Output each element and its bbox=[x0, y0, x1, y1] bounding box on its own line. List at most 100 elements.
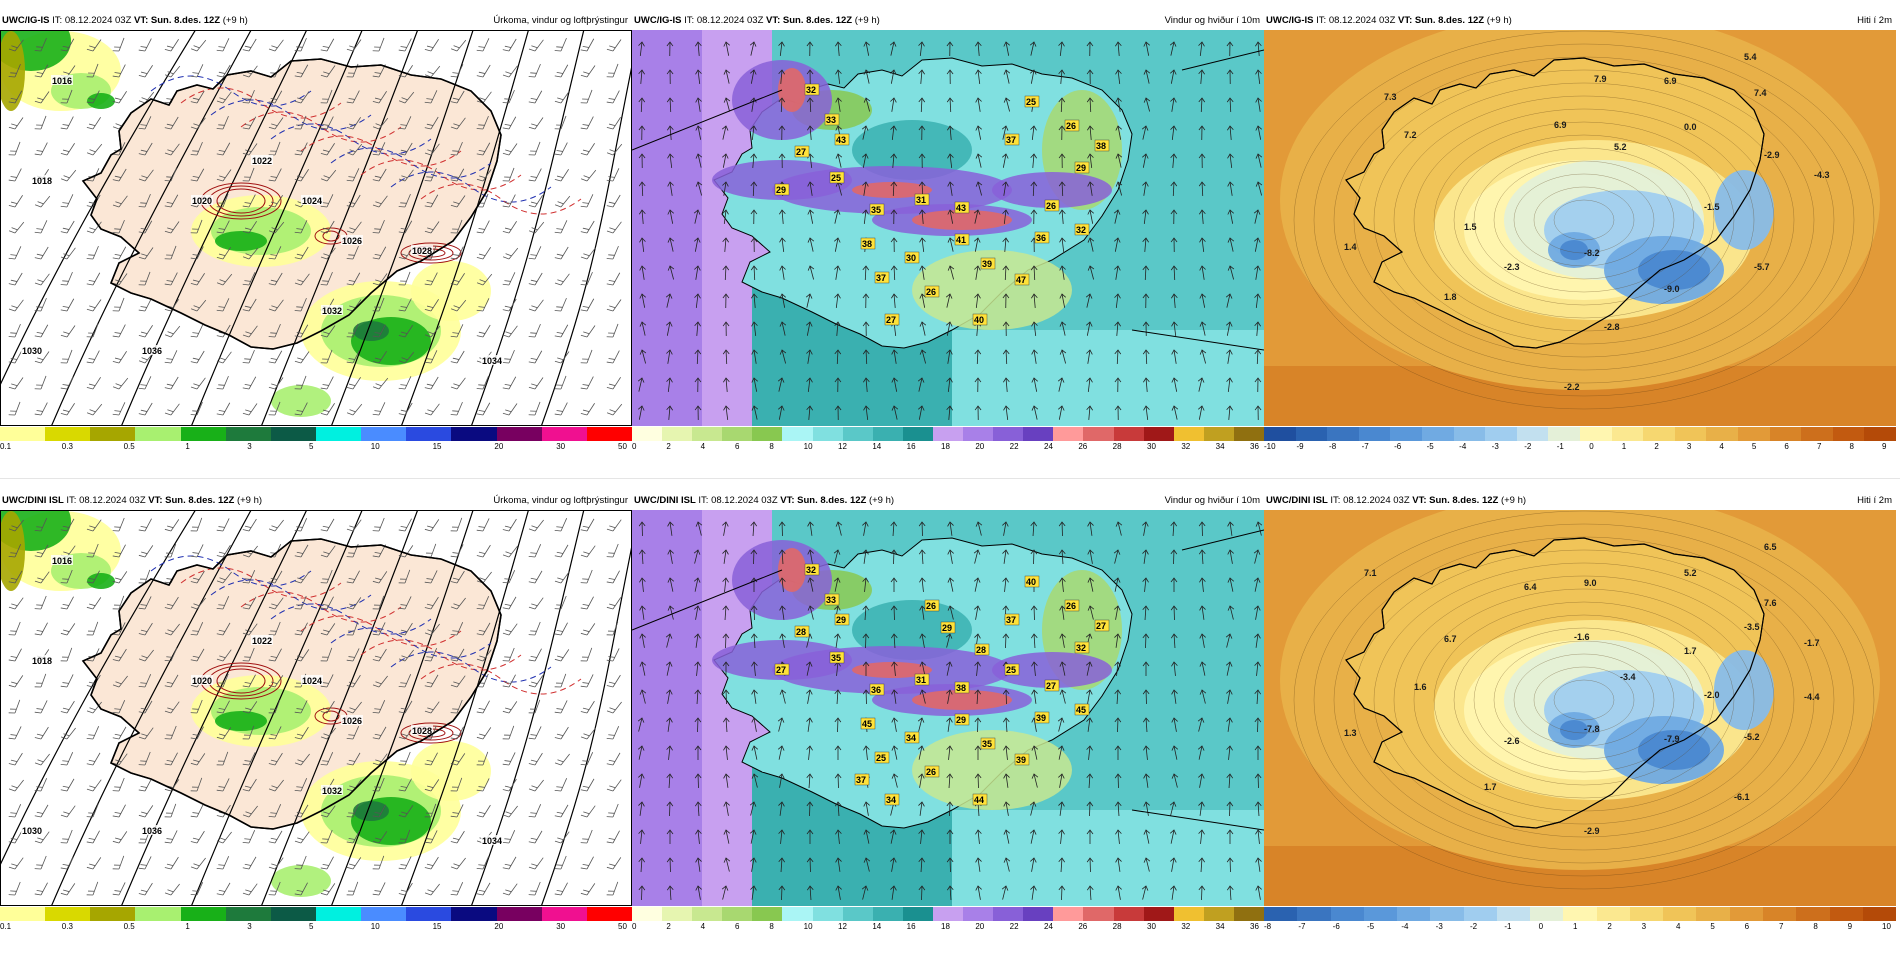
color-swatch bbox=[903, 907, 933, 921]
svg-text:26: 26 bbox=[926, 601, 936, 611]
scale-tick-label: 2 bbox=[1607, 922, 1611, 931]
scale-tick-label: 5 bbox=[1710, 922, 1714, 931]
temp-label: -3.4 bbox=[1620, 672, 1636, 682]
isobar-label: 1030 bbox=[21, 345, 43, 356]
scale-tick-label: 22 bbox=[1010, 922, 1019, 931]
gust-label: 39 bbox=[1035, 712, 1049, 723]
panel-header: UWC/DINI ISL IT: 08.12.2024 03Z VT: Sun.… bbox=[632, 492, 1264, 510]
temp-label: 6.4 bbox=[1524, 582, 1537, 592]
color-scale bbox=[632, 907, 1264, 921]
color-swatch bbox=[316, 427, 361, 441]
color-swatch bbox=[1863, 907, 1896, 921]
model-name: UWC/DINI ISL bbox=[1266, 495, 1328, 506]
svg-text:1026: 1026 bbox=[342, 236, 362, 246]
gust-label: 27 bbox=[795, 146, 809, 157]
temp-label: 6.7 bbox=[1444, 634, 1457, 644]
gust-label: 40 bbox=[1025, 576, 1039, 587]
map-panel-precip: UWC/DINI ISL IT: 08.12.2024 03Z VT: Sun.… bbox=[0, 492, 632, 960]
svg-text:29: 29 bbox=[942, 623, 952, 633]
scale-tick-label: 0.3 bbox=[62, 922, 73, 931]
scale-tick-label: 10 bbox=[371, 442, 380, 451]
color-swatch bbox=[542, 427, 587, 441]
map-panel-wind: UWC/IG-IS IT: 08.12.2024 03Z VT: Sun. 8.… bbox=[632, 12, 1264, 480]
color-swatch bbox=[1801, 427, 1833, 441]
svg-text:25: 25 bbox=[1026, 97, 1036, 107]
gust-label: 31 bbox=[915, 674, 929, 685]
svg-text:39: 39 bbox=[1016, 755, 1026, 765]
product-title: Úrkoma, vindur og loftþrýstingur bbox=[493, 492, 628, 510]
temp-label: 5.2 bbox=[1684, 568, 1697, 578]
gust-label: 25 bbox=[1005, 664, 1019, 675]
color-swatch bbox=[1675, 427, 1707, 441]
color-swatch bbox=[1530, 907, 1563, 921]
svg-text:25: 25 bbox=[1006, 665, 1016, 675]
scale-tick-label: -10 bbox=[1264, 442, 1276, 451]
init-time: 08.12.2024 03Z bbox=[711, 495, 778, 506]
temp-label: -6.1 bbox=[1734, 792, 1750, 802]
gust-label: 43 bbox=[835, 134, 849, 145]
svg-text:41: 41 bbox=[956, 235, 966, 245]
svg-text:38: 38 bbox=[862, 239, 872, 249]
color-swatch bbox=[181, 427, 226, 441]
scale-tick-label: 6 bbox=[1784, 442, 1788, 451]
svg-text:1034: 1034 bbox=[482, 836, 502, 846]
scale-tick-label: 10 bbox=[371, 922, 380, 931]
svg-text:1032: 1032 bbox=[322, 306, 342, 316]
temp-label: 7.2 bbox=[1404, 130, 1417, 140]
color-swatch bbox=[1833, 427, 1865, 441]
scale-tick-label: 3 bbox=[1687, 442, 1691, 451]
gust-label: 43 bbox=[955, 202, 969, 213]
color-swatch bbox=[752, 907, 782, 921]
scale-tick-label: 5 bbox=[309, 922, 313, 931]
svg-text:1022: 1022 bbox=[252, 636, 272, 646]
isobar-label: 1016 bbox=[51, 75, 73, 86]
panel-header: UWC/DINI ISL IT: 08.12.2024 03Z VT: Sun.… bbox=[0, 492, 632, 510]
color-swatch bbox=[361, 907, 406, 921]
scale-tick-label: 15 bbox=[433, 442, 442, 451]
color-swatch bbox=[873, 427, 903, 441]
svg-text:34: 34 bbox=[906, 733, 916, 743]
temp-label: -3.5 bbox=[1744, 622, 1760, 632]
scale-tick-label: 18 bbox=[941, 442, 950, 451]
map-panel-temp: UWC/IG-IS IT: 08.12.2024 03Z VT: Sun. 8.… bbox=[1264, 12, 1896, 480]
gust-label: 27 bbox=[1045, 680, 1059, 691]
scale-tick-label: 32 bbox=[1181, 442, 1190, 451]
gust-label: 32 bbox=[805, 564, 819, 575]
scale-tick-label: -6 bbox=[1333, 922, 1340, 931]
temp-label: -2.2 bbox=[1564, 382, 1580, 392]
color-swatch bbox=[632, 427, 662, 441]
scale-tick-label: 28 bbox=[1113, 442, 1122, 451]
scale-tick-label: 3 bbox=[247, 442, 251, 451]
isobar-label: 1032 bbox=[321, 305, 343, 316]
temp-label: -2.6 bbox=[1504, 736, 1520, 746]
gust-label: 29 bbox=[775, 184, 789, 195]
color-swatch bbox=[1053, 907, 1083, 921]
svg-text:38: 38 bbox=[956, 683, 966, 693]
gust-label: 45 bbox=[861, 718, 875, 729]
color-swatch bbox=[1359, 427, 1391, 441]
color-swatch bbox=[1830, 907, 1863, 921]
scale-tick-label: 3 bbox=[247, 922, 251, 931]
scale-tick-label: 14 bbox=[872, 442, 881, 451]
temp-label: 7.9 bbox=[1594, 74, 1607, 84]
color-swatch bbox=[1563, 907, 1596, 921]
temp-label: -1.5 bbox=[1704, 202, 1720, 212]
scale-tick-label: 50 bbox=[618, 922, 627, 931]
temp-label: 0.0 bbox=[1684, 122, 1697, 132]
color-swatch bbox=[1497, 907, 1530, 921]
color-swatch bbox=[1114, 907, 1144, 921]
color-swatch bbox=[1264, 427, 1296, 441]
gust-label: 39 bbox=[1015, 754, 1029, 765]
color-swatch bbox=[1114, 427, 1144, 441]
color-swatch bbox=[1454, 427, 1486, 441]
scale-tick-label: 16 bbox=[907, 922, 916, 931]
temp-label: -7.9 bbox=[1664, 734, 1680, 744]
color-scale bbox=[632, 427, 1264, 441]
